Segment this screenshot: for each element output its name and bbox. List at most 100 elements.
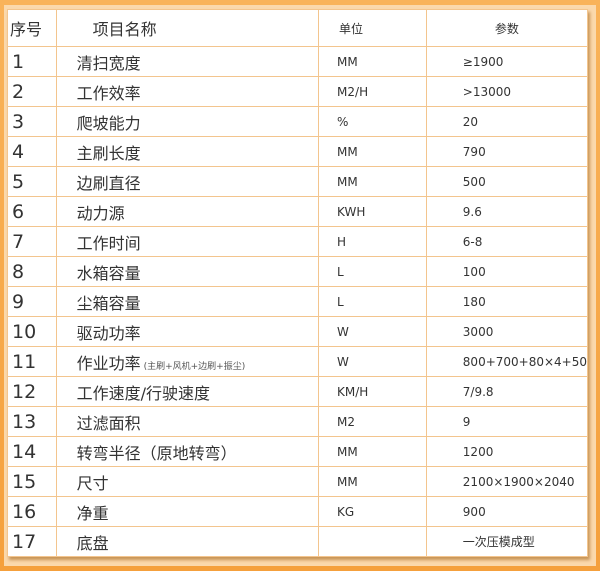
row-no-text: 13 [12, 410, 37, 433]
table-row: 4 主刷长度 MM 790 [7, 136, 589, 167]
row-name-text: 工作时间 [76, 233, 141, 253]
row-name: 工作速度/行驶速度 [55, 376, 320, 407]
row-no-text: 4 [12, 140, 25, 163]
row-no-text: 6 [12, 200, 25, 223]
row-param-text: 790 [462, 144, 486, 159]
row-no-text: 5 [12, 170, 25, 193]
row-unit-text: MM [337, 54, 358, 69]
table-row: 16 净重 KG 900 [7, 496, 589, 527]
row-no: 7 [7, 226, 57, 257]
row-name: 净重 [55, 496, 320, 527]
row-param-text: 6-8 [462, 234, 483, 249]
row-param: 20 [425, 106, 589, 137]
table-row: 8 水箱容量 L 100 [7, 256, 589, 287]
row-param-text: 800+700+80×4+50 [462, 354, 587, 369]
row-name-text: 底盘 [76, 533, 109, 553]
row-unit: % [318, 106, 427, 137]
row-param: 3000 [425, 316, 589, 347]
row-unit-text: % [337, 114, 349, 129]
row-param: 500 [425, 166, 589, 197]
row-name: 转弯半径（原地转弯） [55, 436, 320, 467]
row-param: 2100×1900×2040 [425, 466, 589, 497]
table-row: 17 底盘 一次压模成型 [7, 526, 589, 557]
row-param-text: 7/9.8 [462, 384, 494, 399]
table-row: 12 工作速度/行驶速度 KM/H 7/9.8 [7, 376, 589, 407]
row-unit: MM [318, 46, 427, 77]
row-no-text: 9 [12, 290, 25, 313]
row-name: 主刷长度 [55, 136, 320, 167]
row-no: 2 [7, 76, 57, 107]
table-row: 9 尘箱容量 L 180 [7, 286, 589, 317]
row-unit [318, 526, 427, 557]
table-header: 序号 项目名称 单位 参数 [7, 9, 589, 47]
row-unit-text: KWH [337, 204, 366, 219]
row-param: 一次压模成型 [425, 526, 589, 557]
row-name-text: 尘箱容量 [76, 293, 141, 313]
row-param: 100 [425, 256, 589, 287]
header-no: 序号 [7, 9, 57, 47]
table-row: 2 工作效率 M2/H >13000 [7, 76, 589, 107]
header-name: 项目名称 [55, 9, 320, 47]
row-unit: KG [318, 496, 427, 527]
row-no-text: 10 [12, 320, 37, 343]
row-name-text: 边刷直径 [76, 173, 141, 193]
row-param: >13000 [425, 76, 589, 107]
row-unit: H [318, 226, 427, 257]
row-param-text: 180 [462, 294, 486, 309]
row-no: 16 [7, 496, 57, 527]
row-name-note: (主刷+风机+边刷+振尘) [143, 361, 246, 372]
row-no: 6 [7, 196, 57, 227]
row-no-text: 17 [12, 530, 37, 553]
table-row: 5 边刷直径 MM 500 [7, 166, 589, 197]
row-name: 作业功率 (主刷+风机+边刷+振尘) [55, 346, 320, 377]
row-unit-text: MM [337, 174, 358, 189]
row-no-text: 3 [12, 110, 25, 133]
row-name-text: 主刷长度 [76, 143, 141, 163]
row-no: 9 [7, 286, 57, 317]
row-name: 底盘 [55, 526, 320, 557]
row-name-text: 转弯半径（原地转弯） [76, 443, 237, 463]
row-param-text: 20 [462, 114, 479, 129]
row-no-text: 7 [12, 230, 25, 253]
row-no-text: 15 [12, 470, 37, 493]
row-param-text: 一次压模成型 [462, 535, 535, 549]
row-unit-text: L [337, 264, 344, 279]
row-param-text: 500 [462, 174, 486, 189]
row-param: 800+700+80×4+50 [425, 346, 589, 377]
row-name: 爬坡能力 [55, 106, 320, 137]
row-name-text: 作业功率 [76, 353, 141, 373]
row-no: 10 [7, 316, 57, 347]
row-unit-text: MM [337, 144, 358, 159]
row-param: ≥1900 [425, 46, 589, 77]
table-row: 6 动力源 KWH 9.6 [7, 196, 589, 227]
row-param-text: 2100×1900×2040 [462, 474, 575, 489]
row-name: 动力源 [55, 196, 320, 227]
row-name: 过滤面积 [55, 406, 320, 437]
row-param-text: 900 [462, 504, 486, 519]
row-unit: KM/H [318, 376, 427, 407]
row-unit-text: MM [337, 474, 358, 489]
row-unit: W [318, 346, 427, 377]
row-unit: L [318, 286, 427, 317]
row-no: 3 [7, 106, 57, 137]
row-no: 14 [7, 436, 57, 467]
row-param: 9.6 [425, 196, 589, 227]
table-row: 1 清扫宽度 MM ≥1900 [7, 46, 589, 77]
row-param: 790 [425, 136, 589, 167]
row-name-text: 爬坡能力 [76, 113, 141, 133]
row-param-text: 3000 [462, 324, 494, 339]
row-unit-text: W [337, 354, 349, 369]
row-param-text: >13000 [462, 84, 512, 99]
row-param: 900 [425, 496, 589, 527]
row-name-text: 清扫宽度 [76, 53, 141, 73]
row-param-text: 100 [462, 264, 486, 279]
row-param-text: ≥1900 [462, 54, 504, 69]
row-param: 1200 [425, 436, 589, 467]
row-name-text: 驱动功率 [76, 323, 141, 343]
row-unit-text: KM/H [337, 384, 369, 399]
table-row: 11 作业功率 (主刷+风机+边刷+振尘) W 800+700+80×4+50 [7, 346, 589, 377]
row-unit: M2 [318, 406, 427, 437]
row-no: 8 [7, 256, 57, 287]
table-row: 15 尺寸 MM 2100×1900×2040 [7, 466, 589, 497]
row-name: 尘箱容量 [55, 286, 320, 317]
